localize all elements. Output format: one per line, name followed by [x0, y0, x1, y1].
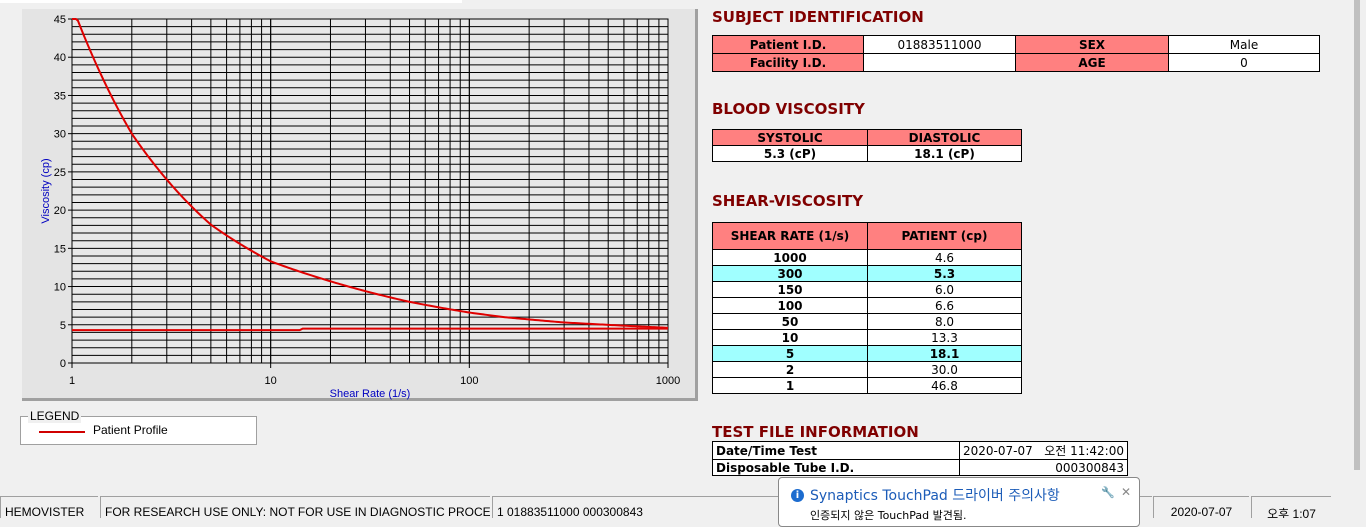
patient-viscosity-cell: 13.3 [867, 329, 1022, 346]
patient-viscosity-cell: 46.8 [867, 377, 1022, 394]
shear-row: 10 13.3 [712, 329, 1022, 346]
viscosity-chart-panel: 0 5 10 15 20 25 30 35 40 45 1 10 100 1000 Shear Rate (… [22, 9, 698, 401]
scrollbar-thumb[interactable] [1354, 0, 1360, 470]
test-file-table: Date/Time Test 2020-07-07 오전 11:42:00 Dis… [711, 441, 1128, 476]
touchpad-notification[interactable]: i Synaptics TouchPad 드라이버 주의사항 🔧 ✕ 인증되지 … [778, 477, 1140, 527]
patient-id-value: 01883511000 [863, 35, 1016, 54]
notification-message: 인증되지 않은 TouchPad 발견됨. [810, 509, 967, 522]
status-notice: FOR RESEARCH USE ONLY: NOT FOR USE IN DI… [100, 496, 490, 518]
top-strip [0, 0, 462, 3]
patient-viscosity-cell: 6.0 [867, 281, 1022, 298]
blood-viscosity-table: SYSTOLIC DIASTOLIC 5.3 (cP) 18.1 (cP) [712, 129, 1022, 162]
wrench-icon[interactable]: 🔧 [1101, 486, 1115, 499]
patient-viscosity-cell: 5.3 [867, 265, 1022, 282]
shear-rate-cell: 150 [712, 281, 868, 298]
x-tick-label: 1 [69, 375, 75, 387]
y-tick-label: 30 [54, 129, 66, 141]
diastolic-label: DIASTOLIC [867, 129, 1022, 146]
date-time-value: 2020-07-07 오전 11:42:00 [959, 441, 1128, 460]
y-tick-label: 40 [54, 52, 66, 64]
series-line-1 [72, 327, 668, 332]
notification-title: Synaptics TouchPad 드라이버 주의사항 [810, 488, 1060, 504]
subject-table: Patient I.D. 01883511000 SEX Male Facility … [712, 35, 1320, 72]
shear-row: 50 8.0 [712, 313, 1022, 330]
y-tick-label: 0 [60, 358, 66, 370]
y-tick-label: 10 [54, 282, 66, 294]
y-axis-label: Viscosity (cp) [40, 158, 52, 223]
shear-rate-cell: 1 [712, 377, 868, 394]
patient-header: PATIENT (cp) [867, 222, 1022, 250]
patient-viscosity-cell: 6.6 [867, 297, 1022, 314]
y-tick-label: 45 [54, 14, 66, 26]
subject-identification-heading: SUBJECT IDENTIFICATION [712, 8, 924, 26]
patient-viscosity-cell: 8.0 [867, 313, 1022, 330]
info-icon: i [791, 489, 804, 502]
shear-rate-cell: 1000 [712, 249, 868, 266]
shear-rate-cell: 10 [712, 329, 868, 346]
age-value: 0 [1168, 53, 1320, 72]
shear-rate-cell: 5 [712, 345, 868, 362]
shear-row: 5 18.1 [712, 345, 1022, 362]
x-tick-label: 10 [265, 375, 277, 387]
shear-row: 2 30.0 [712, 361, 1022, 378]
test-file-heading: TEST FILE INFORMATION [712, 423, 919, 441]
shear-row: 150 6.0 [712, 281, 1022, 298]
legend: LEGEND Patient Profile [20, 409, 257, 445]
sex-value: Male [1168, 35, 1320, 54]
patient-viscosity-cell: 4.6 [867, 249, 1022, 266]
shear-row: 1 46.8 [712, 377, 1022, 394]
facility-id-value [863, 53, 1016, 72]
y-tick-label: 35 [54, 90, 66, 102]
close-icon[interactable]: ✕ [1121, 485, 1132, 499]
shear-viscosity-heading: SHEAR-VISCOSITY [712, 192, 864, 210]
age-label: AGE [1015, 53, 1169, 72]
tube-id-label: Disposable Tube I.D. [711, 459, 961, 476]
status-date: 2020-07-07 [1153, 496, 1249, 518]
date-time-label: Date/Time Test [711, 441, 961, 460]
shear-rate-cell: 2 [712, 361, 868, 378]
x-axis-label: Shear Rate (1/s) [330, 388, 411, 400]
shear-rate-cell: 300 [712, 265, 868, 282]
y-tick-label: 25 [54, 167, 66, 179]
series-line-0 [72, 18, 669, 329]
y-tick-label: 15 [54, 243, 66, 255]
shear-row: 300 5.3 [712, 265, 1022, 282]
legend-line-swatch [39, 431, 85, 433]
legend-title: LEGEND [28, 409, 82, 423]
status-time: 오후 1:07 [1251, 496, 1331, 518]
patient-viscosity-cell: 18.1 [867, 345, 1022, 362]
x-tick-label: 1000 [656, 375, 680, 387]
shear-rate-header: SHEAR RATE (1/s) [712, 222, 868, 250]
plot-area [71, 18, 669, 364]
x-tick-label: 100 [460, 375, 478, 387]
shear-rate-cell: 50 [712, 313, 868, 330]
tube-id-value: 000300843 [959, 459, 1128, 476]
viscosity-chart: 0 5 10 15 20 25 30 35 40 45 1 10 100 1000 Shear Rate (… [40, 14, 680, 400]
diastolic-value: 18.1 (cP) [867, 145, 1022, 162]
status-bar: HEMOVISTER FOR RESEARCH USE ONLY: NOT FO… [0, 496, 1366, 518]
systolic-value: 5.3 (cP) [712, 145, 868, 162]
shear-viscosity-table: SHEAR RATE (1/s) PATIENT (cp) 1000 4.6 300 5… [712, 222, 1022, 394]
patient-id-label: Patient I.D. [712, 35, 864, 54]
legend-item-label: Patient Profile [93, 423, 168, 437]
facility-id-label: Facility I.D. [712, 53, 864, 72]
vertical-scrollbar[interactable] [1350, 0, 1366, 496]
y-tick-label: 5 [60, 320, 66, 332]
y-tick-label: 20 [54, 205, 66, 217]
blood-viscosity-heading: BLOOD VISCOSITY [712, 100, 865, 118]
shear-rate-cell: 100 [712, 297, 868, 314]
systolic-label: SYSTOLIC [712, 129, 868, 146]
patient-viscosity-cell: 30.0 [867, 361, 1022, 378]
status-app-name: HEMOVISTER [0, 496, 98, 518]
shear-row: 1000 4.6 [712, 249, 1022, 266]
sex-label: SEX [1015, 35, 1169, 54]
shear-row: 100 6.6 [712, 297, 1022, 314]
